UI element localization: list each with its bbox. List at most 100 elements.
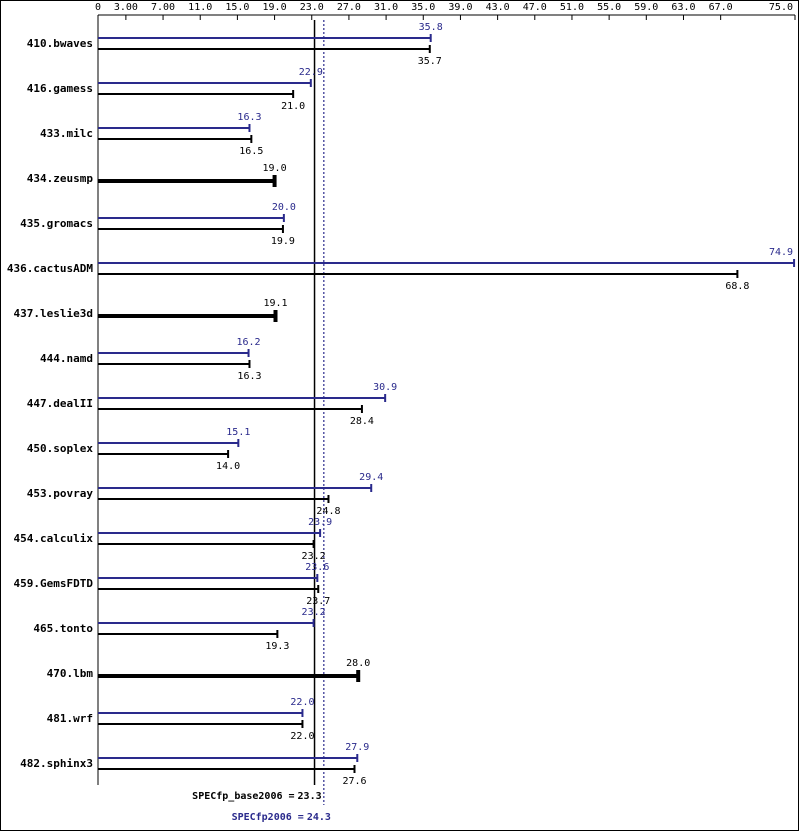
bar bbox=[98, 90, 295, 98]
value-label: 20.0 bbox=[272, 202, 296, 213]
value-label: 16.3 bbox=[237, 112, 261, 123]
value-label: 35.8 bbox=[419, 22, 443, 33]
bar bbox=[98, 394, 387, 402]
bar bbox=[98, 259, 796, 267]
bar bbox=[98, 720, 304, 728]
value-label: 14.0 bbox=[216, 461, 240, 472]
bar bbox=[98, 450, 230, 458]
x-tick-label: 35.0 bbox=[411, 2, 435, 13]
value-label: 15.1 bbox=[226, 427, 250, 438]
value-label: 19.1 bbox=[263, 298, 287, 309]
x-tick-label: 11.0 bbox=[188, 2, 212, 13]
value-label: 16.5 bbox=[239, 146, 263, 157]
bar bbox=[98, 175, 277, 187]
x-tick-label: 0 bbox=[95, 2, 101, 13]
reference-value: 23.3 bbox=[298, 791, 322, 802]
bar bbox=[98, 135, 253, 143]
bar bbox=[98, 619, 315, 627]
category-label: 437.leslie3d bbox=[14, 307, 93, 320]
category-label: 482.sphinx3 bbox=[20, 757, 93, 770]
value-label: 24.8 bbox=[316, 506, 340, 517]
bar bbox=[98, 214, 285, 222]
reference-value: 24.3 bbox=[307, 812, 331, 823]
reference-label: SPECfp2006 = bbox=[232, 812, 304, 823]
value-label: 28.4 bbox=[350, 416, 374, 427]
category-label: 465.tonto bbox=[33, 622, 93, 635]
x-tick-label: 63.0 bbox=[671, 2, 695, 13]
bar bbox=[98, 709, 304, 717]
x-tick-label: 51.0 bbox=[560, 2, 584, 13]
category-label: 410.bwaves bbox=[27, 37, 93, 50]
bar bbox=[98, 754, 359, 762]
bar bbox=[98, 765, 356, 773]
x-tick-label: 47.0 bbox=[523, 2, 547, 13]
value-label: 22.9 bbox=[299, 67, 323, 78]
value-label: 16.3 bbox=[237, 371, 261, 382]
bar bbox=[98, 34, 432, 42]
x-tick-label: 19.0 bbox=[263, 2, 287, 13]
category-label: 481.wrf bbox=[47, 712, 93, 725]
bar bbox=[98, 310, 278, 322]
x-tick-label: 27.0 bbox=[337, 2, 361, 13]
bar bbox=[98, 529, 322, 537]
category-label: 454.calculix bbox=[14, 532, 94, 545]
bar bbox=[98, 405, 363, 413]
bar bbox=[98, 540, 315, 548]
value-label: 27.9 bbox=[345, 742, 369, 753]
value-label: 16.2 bbox=[237, 337, 261, 348]
value-label: 35.7 bbox=[418, 56, 442, 67]
reference-label: SPECfp_base2006 = bbox=[192, 791, 294, 802]
category-label: 444.namd bbox=[40, 352, 93, 365]
x-tick-label: 7.00 bbox=[151, 2, 175, 13]
bar bbox=[98, 124, 251, 132]
value-label: 23.6 bbox=[305, 562, 329, 573]
value-label: 21.0 bbox=[281, 101, 305, 112]
value-label: 23.9 bbox=[308, 517, 332, 528]
value-label: 23.2 bbox=[302, 607, 326, 618]
value-label: 29.4 bbox=[359, 472, 383, 483]
value-label: 28.0 bbox=[346, 658, 370, 669]
category-label: 435.gromacs bbox=[20, 217, 93, 230]
bar bbox=[98, 225, 284, 233]
x-tick-label: 23.0 bbox=[300, 2, 324, 13]
category-label: 447.dealII bbox=[27, 397, 93, 410]
category-label: 433.milc bbox=[40, 127, 93, 140]
category-label: 470.lbm bbox=[47, 667, 94, 680]
x-tick-label: 3.00 bbox=[114, 2, 138, 13]
category-label: 450.soplex bbox=[27, 442, 94, 455]
x-tick-label: 67.0 bbox=[709, 2, 733, 13]
bar bbox=[98, 574, 319, 582]
bar bbox=[98, 630, 279, 638]
category-label: 436.cactusADM bbox=[7, 262, 93, 275]
value-label: 74.9 bbox=[769, 247, 793, 258]
value-label: 22.0 bbox=[290, 697, 314, 708]
x-tick-label: 55.0 bbox=[597, 2, 621, 13]
x-tick-label: 75.0 bbox=[769, 2, 793, 13]
value-label: 19.3 bbox=[265, 641, 289, 652]
category-label: 453.povray bbox=[27, 487, 94, 500]
bar bbox=[98, 360, 251, 368]
category-label: 434.zeusmp bbox=[27, 172, 94, 185]
value-label: 23.7 bbox=[306, 596, 330, 607]
x-tick-label: 31.0 bbox=[374, 2, 398, 13]
value-label: 30.9 bbox=[373, 382, 397, 393]
bar bbox=[98, 45, 431, 53]
x-tick-label: 15.0 bbox=[225, 2, 249, 13]
value-label: 19.9 bbox=[271, 236, 295, 247]
x-tick-label: 59.0 bbox=[634, 2, 658, 13]
category-label: 416.gamess bbox=[27, 82, 93, 95]
value-label: 22.0 bbox=[290, 731, 314, 742]
bar bbox=[98, 439, 240, 447]
bar bbox=[98, 349, 250, 357]
bar bbox=[98, 495, 330, 503]
category-label: 459.GemsFDTD bbox=[14, 577, 94, 590]
value-label: 27.6 bbox=[342, 776, 366, 787]
bar bbox=[98, 670, 361, 682]
x-tick-label: 43.0 bbox=[486, 2, 510, 13]
value-label: 68.8 bbox=[725, 281, 749, 292]
bar bbox=[98, 585, 320, 593]
bar bbox=[98, 270, 739, 278]
value-label: 19.0 bbox=[263, 163, 287, 174]
